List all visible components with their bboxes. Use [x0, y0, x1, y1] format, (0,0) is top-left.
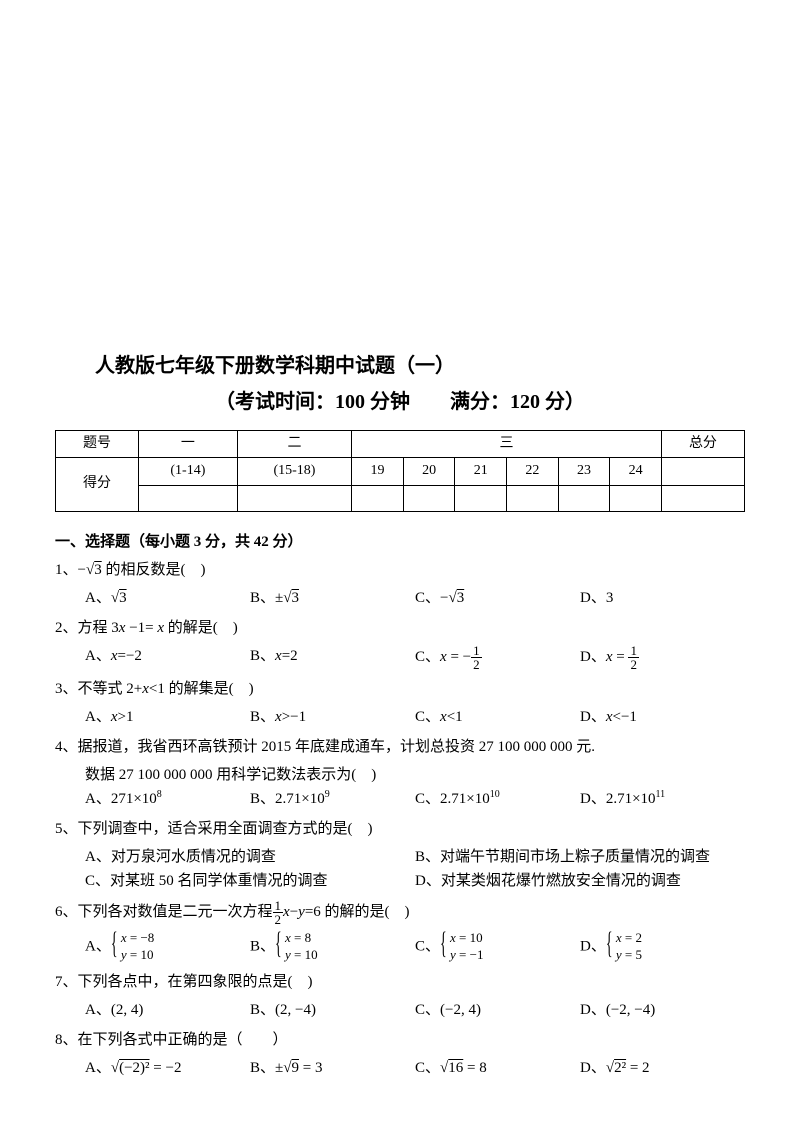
- cell: 21: [455, 458, 507, 485]
- cell: 一: [139, 431, 238, 458]
- option-d: D、对某类烟花爆竹燃放安全情况的调查: [415, 869, 745, 893]
- option-c: C、对某班 50 名同学体重情况的调查: [85, 869, 415, 893]
- cell: [507, 485, 559, 511]
- cell: 二: [237, 431, 351, 458]
- option-a: A、(2, 4): [85, 998, 250, 1022]
- question-4: 4、据报道，我省西环高铁预计 2015 年底建成通车，计划总投资 27 100 …: [55, 735, 745, 759]
- option-b: B、对端午节期间市场上粽子质量情况的调查: [415, 845, 745, 869]
- option-b: B、x>−1: [250, 705, 415, 729]
- cell: [610, 485, 662, 511]
- score-table: 题号 一 二 三 总分 得分 (1-14) (15-18) 19 20 21 2…: [55, 430, 745, 512]
- cell: 总分: [661, 431, 744, 458]
- option-a: A、√3: [85, 586, 250, 610]
- question-text: 4、据报道，我省西环高铁预计 2015 年底建成通车，计划总投资 27 100 …: [55, 739, 595, 755]
- cell: 24: [610, 458, 662, 485]
- option-b: B、x = 8y = 10: [250, 930, 415, 964]
- option-c: C、√16 = 8: [415, 1056, 580, 1080]
- exam-title: 人教版七年级下册数学科期中试题（一）: [95, 350, 745, 382]
- option-d: D、x<−1: [580, 705, 745, 729]
- options: A、271×108 B、2.71×109 C、2.71×1010 D、2.71×…: [85, 787, 745, 811]
- option-a: A、对万泉河水质情况的调查: [85, 845, 415, 869]
- table-row: [56, 485, 745, 511]
- option-c: C、−√3: [415, 586, 580, 610]
- option-d: D、x = 2y = 5: [580, 930, 745, 964]
- cell: 23: [558, 458, 610, 485]
- question-2: 2、方程 3x −1= x 的解是( ): [55, 616, 745, 640]
- cell: [403, 485, 455, 511]
- cell: 题号: [56, 431, 139, 458]
- cell: 19: [352, 458, 404, 485]
- question-text-cont: 数据 27 100 000 000 用科学记数法表示为( ): [85, 763, 745, 787]
- cell: 三: [352, 431, 662, 458]
- section-heading: 一、选择题（每小题 3 分，共 42 分）: [55, 530, 745, 554]
- cell: [558, 485, 610, 511]
- question-text: 5、下列调查中，适合采用全面调查方式的是( ): [55, 821, 373, 837]
- exam-subtitle: （考试时间：100 分钟 满分：120 分）: [55, 386, 745, 418]
- option-a: A、x=−2: [85, 644, 250, 671]
- question-6: 6、下列各对数值是二元一次方程12x−y=6 的解的是( ): [55, 899, 745, 926]
- question-5: 5、下列调查中，适合采用全面调查方式的是( ): [55, 817, 745, 841]
- question-8: 8、在下列各式中正确的是（ ）: [55, 1028, 745, 1052]
- option-b: B、±√9 = 3: [250, 1056, 415, 1080]
- option-c: C、x = −12: [415, 644, 580, 671]
- option-c: C、x = 10y = −1: [415, 930, 580, 964]
- options: A、x>1 B、x>−1 C、x<1 D、x<−1: [85, 705, 745, 729]
- question-1: 1、−√3 的相反数是( ): [55, 558, 745, 582]
- option-d: D、3: [580, 586, 745, 610]
- table-row: 得分 (1-14) (15-18) 19 20 21 22 23 24: [56, 458, 745, 485]
- option-b: B、x=2: [250, 644, 415, 671]
- option-d: D、2.71×1011: [580, 787, 745, 811]
- cell: 22: [507, 458, 559, 485]
- question-text: 2、方程 3x −1= x 的解是( ): [55, 620, 238, 636]
- option-a: A、x>1: [85, 705, 250, 729]
- options: A、x = −8y = 10 B、x = 8y = 10 C、x = 10y =…: [85, 930, 745, 964]
- option-d: D、√2² = 2: [580, 1056, 745, 1080]
- cell: (1-14): [139, 458, 238, 485]
- question-7: 7、下列各点中，在第四象限的点是( ): [55, 970, 745, 994]
- option-d: D、(−2, −4): [580, 998, 745, 1022]
- cell: [661, 458, 744, 485]
- option-a: A、√(−2)² = −2: [85, 1056, 250, 1080]
- option-d: D、x = 12: [580, 644, 745, 671]
- question-text: 6、下列各对数值是二元一次方程12x−y=6 的解的是( ): [55, 904, 410, 920]
- question-3: 3、不等式 2+x<1 的解集是( ): [55, 677, 745, 701]
- cell: [352, 485, 404, 511]
- option-a: A、271×108: [85, 787, 250, 811]
- cell: [237, 485, 351, 511]
- table-row: 题号 一 二 三 总分: [56, 431, 745, 458]
- options: A、对万泉河水质情况的调查 B、对端午节期间市场上粽子质量情况的调查 C、对某班…: [85, 845, 745, 893]
- cell: [661, 485, 744, 511]
- cell: (15-18): [237, 458, 351, 485]
- option-a: A、x = −8y = 10: [85, 930, 250, 964]
- option-b: B、2.71×109: [250, 787, 415, 811]
- option-c: C、(−2, 4): [415, 998, 580, 1022]
- cell: [455, 485, 507, 511]
- option-b: B、(2, −4): [250, 998, 415, 1022]
- question-text: 7、下列各点中，在第四象限的点是( ): [55, 974, 313, 990]
- cell: [139, 485, 238, 511]
- question-text: 8、在下列各式中正确的是（ ）: [55, 1032, 288, 1048]
- options: A、√3 B、±√3 C、−√3 D、3: [85, 586, 745, 610]
- options: A、x=−2 B、x=2 C、x = −12 D、x = 12: [85, 644, 745, 671]
- question-text: 3、不等式 2+x<1 的解集是( ): [55, 681, 254, 697]
- question-text: 1、−√3 的相反数是( ): [55, 562, 205, 578]
- cell: 20: [403, 458, 455, 485]
- cell: 得分: [56, 458, 139, 511]
- options: A、(2, 4) B、(2, −4) C、(−2, 4) D、(−2, −4): [85, 998, 745, 1022]
- option-b: B、±√3: [250, 586, 415, 610]
- options: A、√(−2)² = −2 B、±√9 = 3 C、√16 = 8 D、√2² …: [85, 1056, 745, 1080]
- option-c: C、x<1: [415, 705, 580, 729]
- option-c: C、2.71×1010: [415, 787, 580, 811]
